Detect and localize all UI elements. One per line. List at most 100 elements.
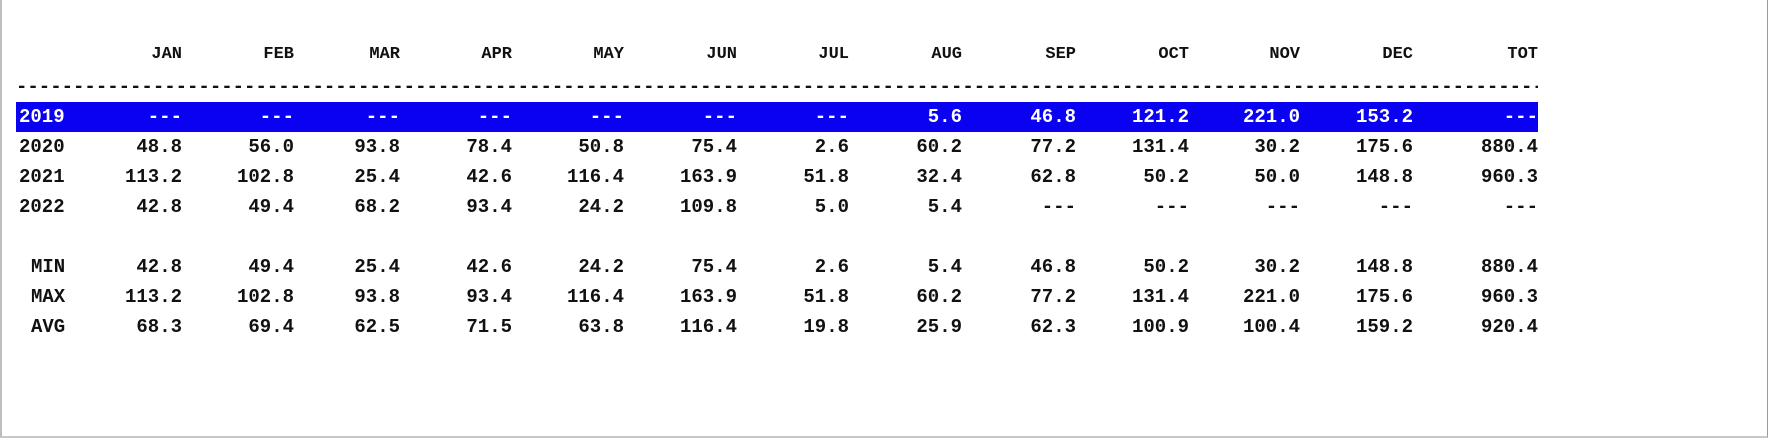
summary-cell: 75.4 [691, 256, 737, 278]
summary-cell: 68.3 [136, 316, 182, 338]
separator-line: ----------------------------------------… [16, 76, 1538, 98]
summary-cell: 2.6 [814, 256, 849, 278]
summary-label: MIN [31, 256, 66, 278]
table-cell: --- [477, 106, 512, 128]
table-cell: 148.8 [1355, 166, 1413, 188]
table-cell: 46.8 [1030, 106, 1076, 128]
table-cell: 60.2 [916, 136, 962, 158]
table-cell: 32.4 [916, 166, 962, 188]
table-cell: 62.8 [1030, 166, 1076, 188]
summary-label: AVG [31, 316, 66, 338]
table-cell: --- [1041, 196, 1076, 218]
table-cell: 102.8 [236, 166, 294, 188]
summary-cell: 221.0 [1242, 286, 1300, 308]
table-cell: 960.3 [1480, 166, 1538, 188]
summary-cell: 60.2 [916, 286, 962, 308]
summary-cell: 63.8 [578, 316, 624, 338]
summary-cell: 42.8 [136, 256, 182, 278]
year-label: 2022 [19, 196, 65, 218]
summary-cell: 920.4 [1480, 316, 1538, 338]
summary-cell: 880.4 [1480, 256, 1538, 278]
blank-spacer [16, 222, 1538, 252]
summary-cell: 77.2 [1030, 286, 1076, 308]
summary-cell: 102.8 [236, 286, 294, 308]
summary-cell: 163.9 [679, 286, 737, 308]
summary-cell: 25.4 [354, 256, 400, 278]
column-header-row: JAN FEB MAR APR MAY JUN JUL AUG SEP OCT NOV DEC TOT [16, 40, 1538, 70]
column-header-oct: OCT [1158, 45, 1189, 64]
summary-cell: 93.4 [466, 286, 512, 308]
table-cell: --- [259, 106, 294, 128]
summary-row-avg: AVG 68.3 69.4 62.5 71.5 63.8 116.4 19.8 25.9 62.3… [16, 312, 1538, 342]
column-header-dec: DEC [1382, 45, 1413, 64]
summary-cell: 131.4 [1131, 286, 1189, 308]
table-cell: --- [814, 106, 849, 128]
table-cell: 42.6 [466, 166, 512, 188]
table-cell: 163.9 [679, 166, 737, 188]
summary-cell: 25.9 [916, 316, 962, 338]
table-cell: 5.0 [814, 196, 849, 218]
summary-cell: 49.4 [248, 256, 294, 278]
column-header-feb: FEB [263, 45, 294, 64]
column-header-aug: AUG [931, 45, 962, 64]
summary-cell: 69.4 [248, 316, 294, 338]
column-header-tot: TOT [1507, 45, 1538, 64]
table-cell: --- [1154, 196, 1189, 218]
table-row[interactable]: 2020 48.8 56.0 93.8 78.4 50.8 75.4 2.6 60.2 77.2 1… [16, 132, 1538, 162]
summary-cell: 46.8 [1030, 256, 1076, 278]
table-cell: 116.4 [566, 166, 624, 188]
summary-cell: 116.4 [566, 286, 624, 308]
summary-cell: 50.2 [1143, 256, 1189, 278]
table-cell: 30.2 [1254, 136, 1300, 158]
summary-cell: 159.2 [1355, 316, 1413, 338]
table-cell: 68.2 [354, 196, 400, 218]
column-header-may: MAY [593, 45, 624, 64]
summary-cell: 113.2 [124, 286, 182, 308]
summary-cell: 175.6 [1355, 286, 1413, 308]
table-cell: --- [1503, 196, 1538, 218]
table-cell: 153.2 [1355, 106, 1413, 128]
table-cell: 121.2 [1131, 106, 1189, 128]
summary-cell: 148.8 [1355, 256, 1413, 278]
table-row[interactable]: 2021 113.2 102.8 25.4 42.6 116.4 163.9 51.8 32.4… [16, 162, 1538, 192]
table-cell: --- [147, 106, 182, 128]
summary-label: MAX [31, 286, 66, 308]
summary-cell: 100.9 [1131, 316, 1189, 338]
table-cell: 78.4 [466, 136, 512, 158]
table-cell: --- [589, 106, 624, 128]
table-cell: --- [1503, 106, 1538, 128]
summary-row-max: MAX 113.2 102.8 93.8 93.4 116.4 163.9 51.8 60.2 7… [16, 282, 1538, 312]
table-cell: 25.4 [354, 166, 400, 188]
summary-cell: 24.2 [578, 256, 624, 278]
table-cell: --- [365, 106, 400, 128]
year-rows: 2019 --- --- --- --- --- --- --- 5.6 46.8 121.2 221… [16, 102, 1538, 222]
table-cell: 221.0 [1242, 106, 1300, 128]
table-cell: 75.4 [691, 136, 737, 158]
table-row[interactable]: 2022 42.8 49.4 68.2 93.4 24.2 109.8 5.0 5.4 --- --… [16, 192, 1538, 222]
summary-cell: 93.8 [354, 286, 400, 308]
table-cell: 24.2 [578, 196, 624, 218]
column-header-jun: JUN [706, 45, 737, 64]
summary-cell: 62.3 [1030, 316, 1076, 338]
table-cell: 93.4 [466, 196, 512, 218]
year-label: 2019 [19, 106, 65, 128]
table-cell: 113.2 [124, 166, 182, 188]
summary-cell: 51.8 [803, 286, 849, 308]
table-cell: 50.2 [1143, 166, 1189, 188]
summary-cell: 5.4 [927, 256, 962, 278]
column-header-apr: APR [481, 45, 512, 64]
table-cell: 49.4 [248, 196, 294, 218]
table-cell: 56.0 [248, 136, 294, 158]
summary-row-min: MIN 42.8 49.4 25.4 42.6 24.2 75.4 2.6 5.4 46.8 50.… [16, 252, 1538, 282]
table-cell: 5.4 [927, 196, 962, 218]
table-cell: 51.8 [803, 166, 849, 188]
summary-cell: 100.4 [1242, 316, 1300, 338]
summary-cell: 19.8 [803, 316, 849, 338]
table-cell: 50.0 [1254, 166, 1300, 188]
column-header-jul: JUL [818, 45, 849, 64]
summary-cell: 30.2 [1254, 256, 1300, 278]
column-header-jan: JAN [151, 45, 182, 64]
table-row-selected[interactable]: 2019 --- --- --- --- --- --- --- 5.6 46.8 121.2 221… [16, 102, 1538, 132]
table-cell: --- [702, 106, 737, 128]
